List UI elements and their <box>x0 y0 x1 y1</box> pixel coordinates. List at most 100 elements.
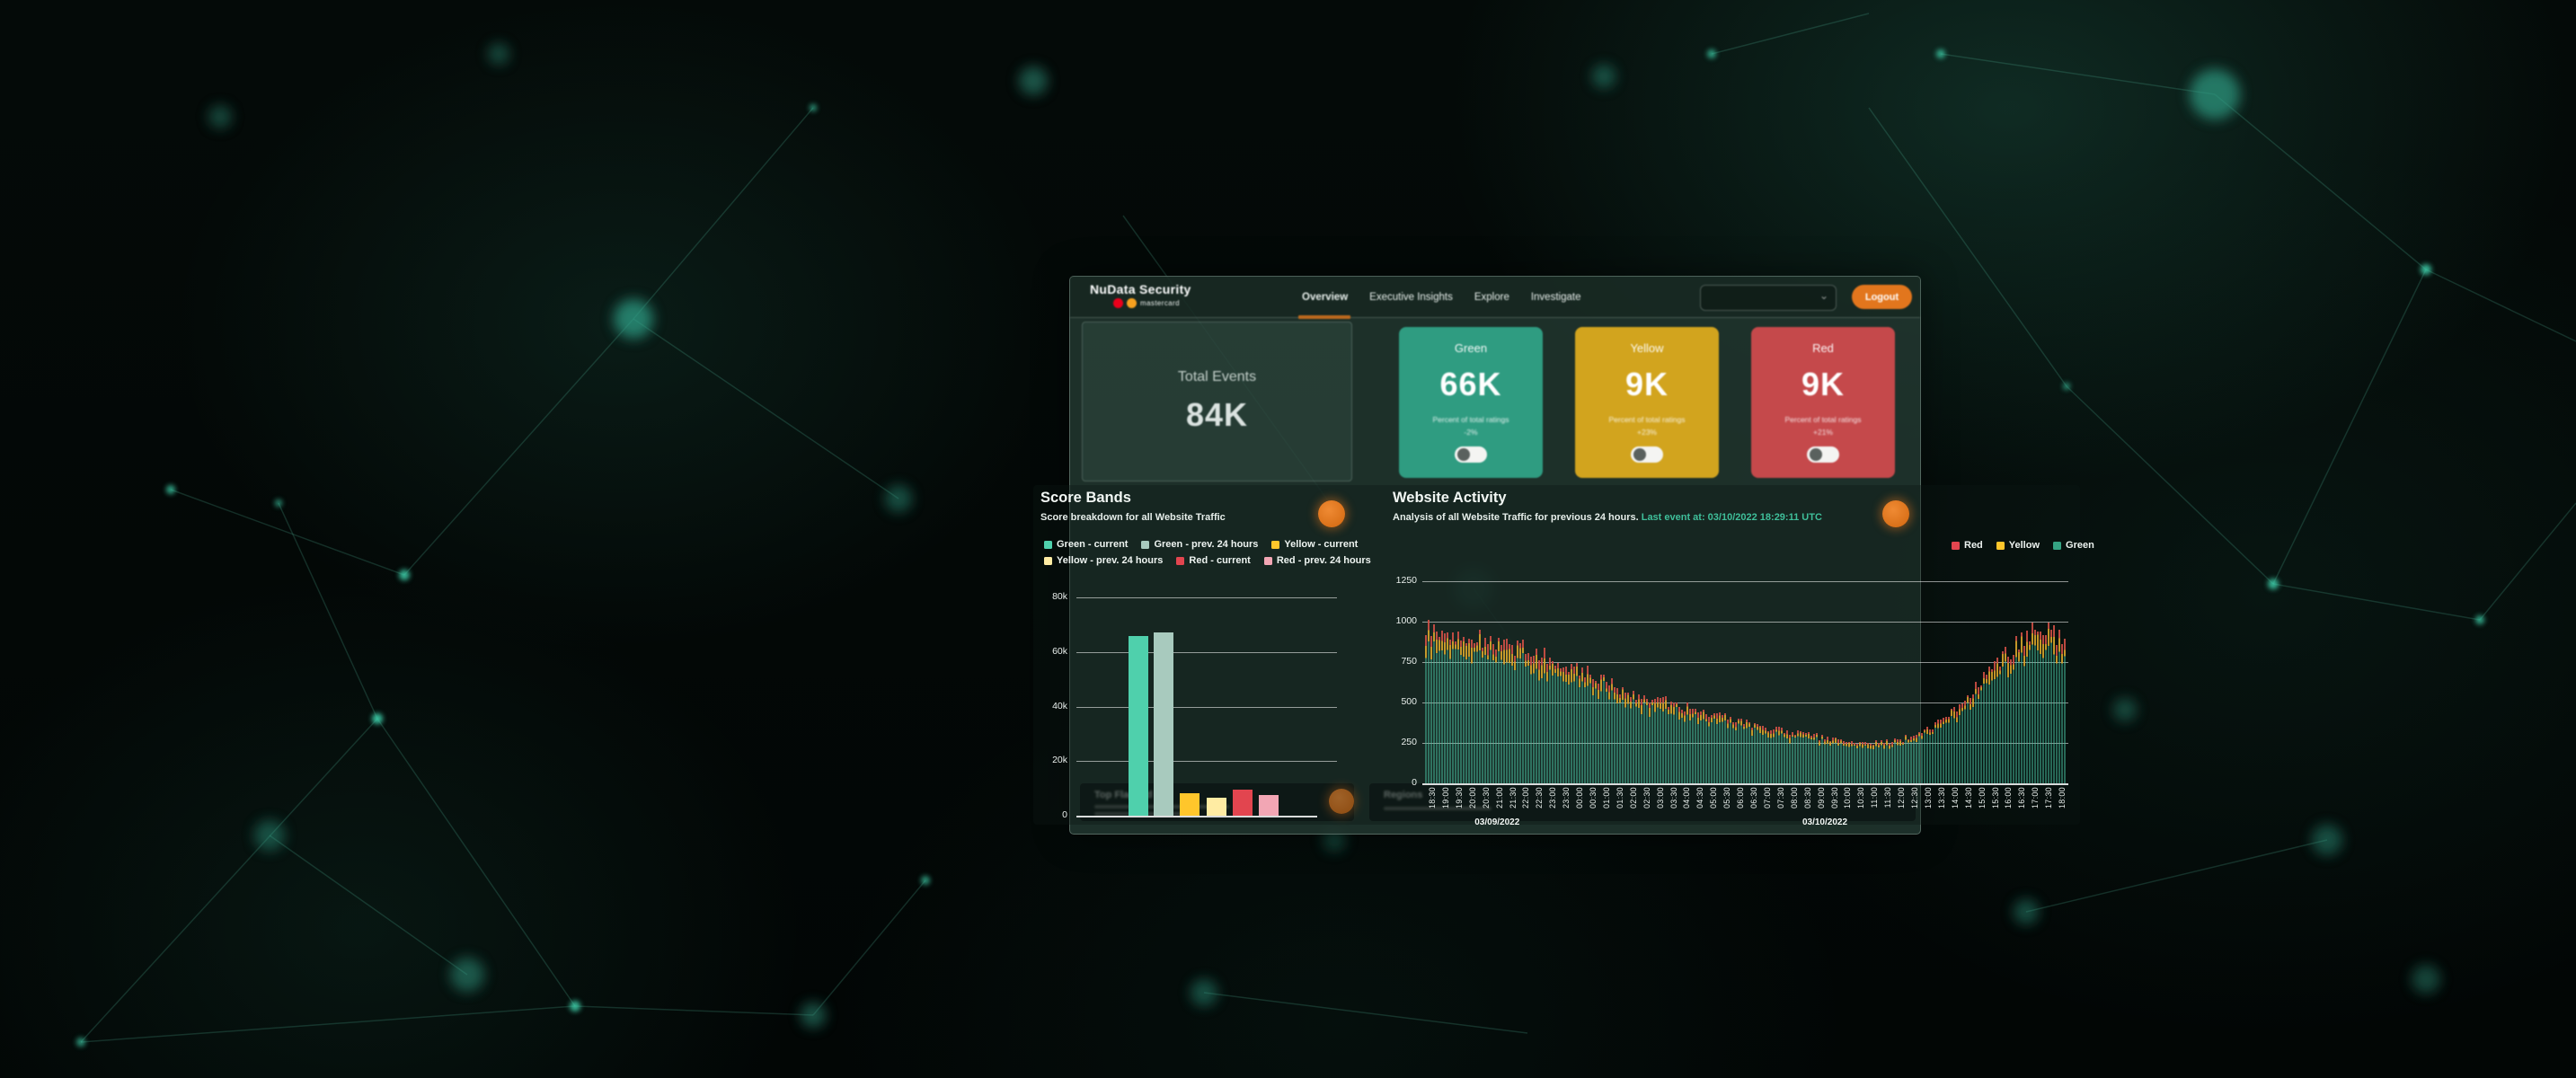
y-tick-label: 40k <box>1052 700 1067 711</box>
activity-bar <box>1600 675 1602 783</box>
activity-bar <box>1886 738 1888 783</box>
activity-bar <box>1781 728 1783 783</box>
context-dropdown[interactable]: ⌄ <box>1700 285 1837 311</box>
activity-bar <box>1751 727 1753 783</box>
activity-bar <box>1937 719 1939 783</box>
total-events-label: Total Events <box>1177 369 1257 384</box>
activity-bar <box>1622 687 1624 783</box>
x-tick-label: 02:00 <box>1628 787 1638 809</box>
activity-bar <box>1913 735 1915 783</box>
legend-swatch <box>1141 540 1150 549</box>
nav-item-explore[interactable]: Explore <box>1474 291 1509 303</box>
activity-bar <box>1660 697 1661 783</box>
activity-bar <box>1713 713 1715 783</box>
activity-bar <box>1595 681 1597 783</box>
x-tick-label: 21:00 <box>1494 787 1504 809</box>
activity-bar <box>1681 709 1683 783</box>
score-card-toggle[interactable] <box>1807 446 1839 464</box>
activity-bar <box>1665 695 1667 783</box>
activity-bar <box>1829 741 1831 783</box>
activity-bar <box>1490 636 1492 783</box>
x-tick-label: 08:00 <box>1789 787 1799 809</box>
score-card-toggle[interactable] <box>1455 446 1487 464</box>
activity-bar <box>1986 674 1987 783</box>
legend-label: Green - current <box>1057 539 1129 550</box>
info-icon[interactable] <box>1318 500 1345 527</box>
nav-item-executive-insights[interactable]: Executive Insights <box>1369 291 1453 303</box>
activity-bar <box>1592 678 1594 783</box>
activity-bar <box>1705 714 1707 783</box>
activity-bar <box>2005 647 2006 783</box>
toggle-knob <box>1810 448 1822 462</box>
activity-bar <box>1552 660 1554 783</box>
activity-bar <box>1571 664 1572 783</box>
activity-bar <box>2053 624 2055 783</box>
nav-item-investigate[interactable]: Investigate <box>1530 291 1581 303</box>
website-activity-bars <box>1425 581 2068 783</box>
gridline <box>1422 702 2068 703</box>
activity-bar <box>1527 652 1529 783</box>
activity-bar <box>1525 654 1527 783</box>
blurred-text-line <box>1384 807 1492 810</box>
brand-title: NuData Security <box>1090 282 1191 296</box>
logout-button[interactable]: Logout <box>1852 285 1912 309</box>
activity-bar <box>1740 718 1742 783</box>
activity-bar <box>1719 712 1721 783</box>
activity-bar <box>1430 635 1432 783</box>
brand-logo: NuData Security mastercard <box>1090 282 1191 308</box>
score-card-yellow: Yellow 9K Percent of total ratings +23% <box>1575 327 1719 478</box>
activity-bar <box>1735 721 1737 783</box>
activity-bar <box>1630 696 1632 783</box>
gridline <box>1076 597 1337 598</box>
activity-bar <box>1530 657 1532 783</box>
activity-bar <box>1862 741 1863 783</box>
legend-label: Green <box>2066 540 2094 551</box>
score-card-toggle[interactable] <box>1631 446 1663 464</box>
x-tick-label: 02:30 <box>1642 787 1651 809</box>
info-icon[interactable] <box>1329 789 1354 814</box>
website-activity-chart: 1250 1000 750 500 250 0 <box>1033 485 2080 825</box>
activity-bar <box>1538 660 1540 783</box>
info-icon[interactable] <box>1882 500 1909 527</box>
activity-bar <box>1449 639 1451 783</box>
score-bands-title: Score Bands <box>1040 490 1131 506</box>
x-tick-label: 05:00 <box>1709 787 1719 809</box>
score-card-name: Yellow <box>1630 341 1664 355</box>
activity-bar <box>1864 742 1866 783</box>
activity-bar <box>2042 634 2044 783</box>
activity-bar <box>1770 729 1772 783</box>
active-tab-underline <box>1298 315 1350 319</box>
activity-bar <box>1598 683 1599 783</box>
nav-item-overview[interactable]: Overview <box>1302 291 1349 303</box>
x-tick-label: 16:00 <box>2004 787 2014 809</box>
activity-bar <box>1565 666 1567 783</box>
activity-bar <box>1611 678 1613 783</box>
activity-bar <box>2013 655 2014 783</box>
activity-bar <box>2021 632 2023 783</box>
activity-bar <box>1541 657 1543 783</box>
legend-swatch <box>1044 556 1052 565</box>
activity-bar <box>1673 702 1675 783</box>
score-bands-bar <box>1233 789 1253 816</box>
activity-bar <box>1883 743 1885 783</box>
x-tick-label: 00:00 <box>1575 787 1585 809</box>
activity-bar <box>1889 743 1890 783</box>
mastercard-orange-circle <box>1127 298 1137 308</box>
activity-bar <box>1670 701 1672 783</box>
activity-bar <box>1614 687 1616 783</box>
mastercard-logo: mastercard <box>1110 298 1191 308</box>
activity-bar <box>1773 729 1775 783</box>
activity-bar <box>1926 726 1928 783</box>
score-card-green: Green 66K Percent of total ratings -2% <box>1399 327 1543 478</box>
activity-bar <box>1676 702 1677 783</box>
activity-bar <box>1905 735 1907 783</box>
subtitle-text: Analysis of all Website Traffic for prev… <box>1393 512 1639 523</box>
activity-bar <box>2040 632 2041 783</box>
activity-bar <box>1784 733 1785 783</box>
x-tick-label: 11:00 <box>1870 787 1880 808</box>
website-activity-title: Website Activity <box>1393 490 1507 506</box>
x-tick-label: 16:30 <box>2017 787 2027 809</box>
activity-bar <box>1616 687 1618 783</box>
activity-bar <box>1786 729 1788 783</box>
